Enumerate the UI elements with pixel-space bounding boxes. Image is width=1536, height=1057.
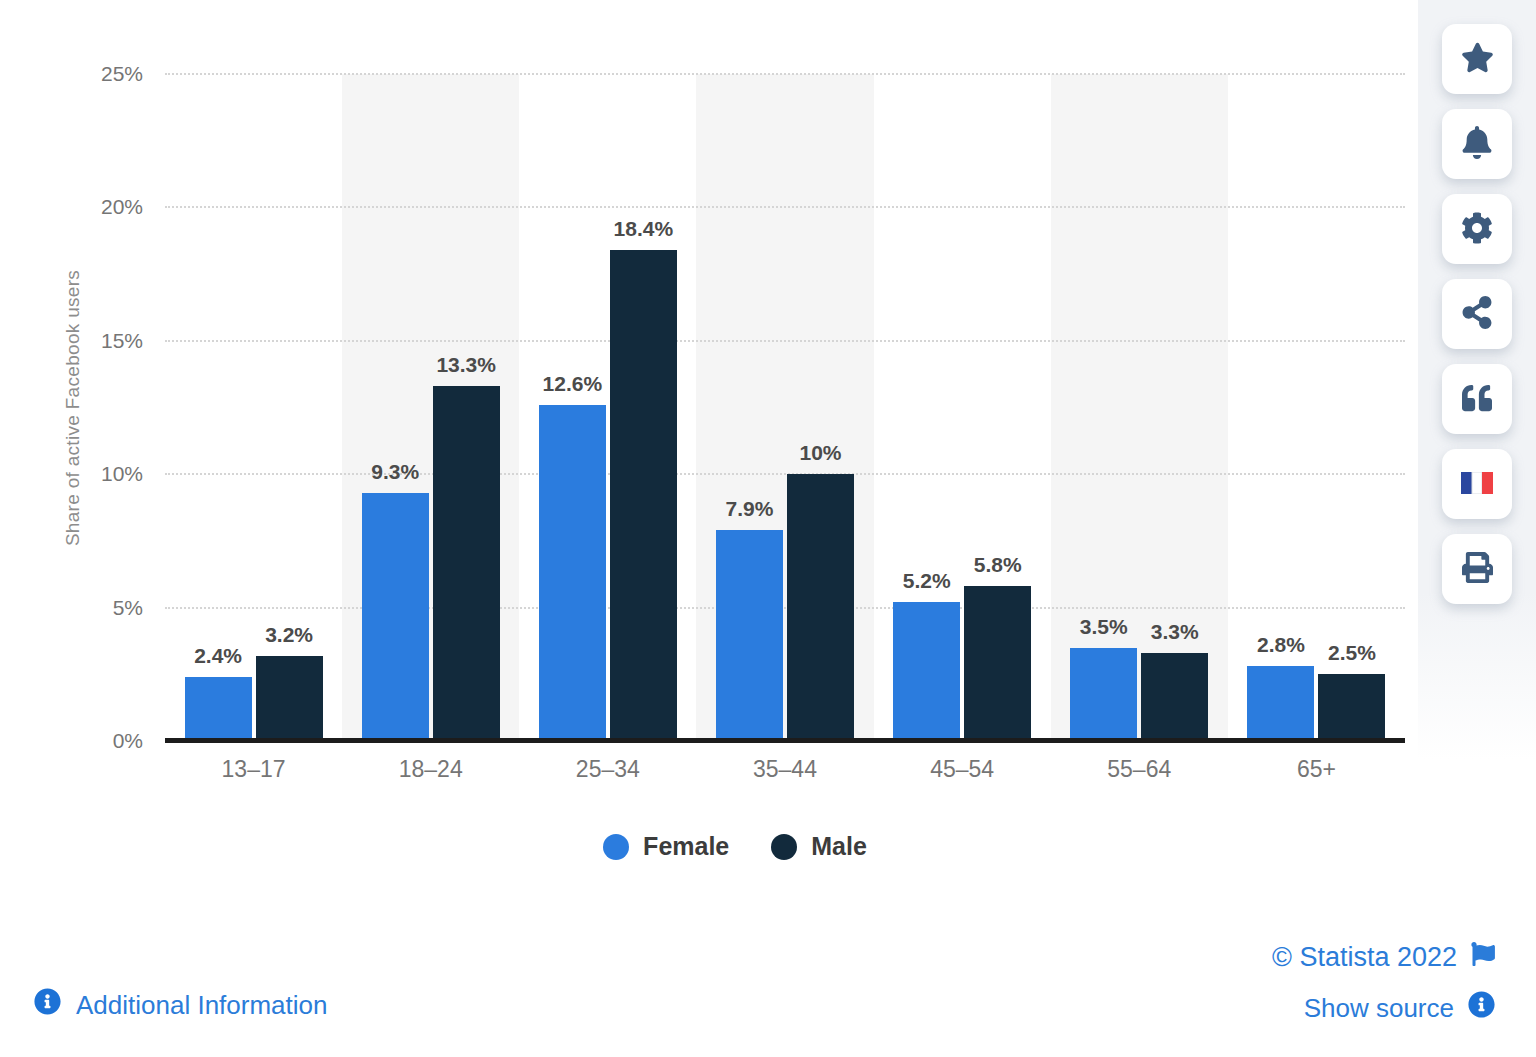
legend-item-female[interactable]: Female [603,832,729,861]
bar-male-6[interactable] [1318,674,1385,741]
toolbar-sidebar [1418,0,1536,760]
y-axis-title: Share of active Facebook users [62,208,84,608]
settings-button[interactable] [1442,194,1512,264]
legend-label: Female [643,832,729,861]
gridline [165,607,1405,609]
bar-male-5[interactable] [1141,653,1208,741]
show-source-link[interactable]: Show source [1304,991,1495,1025]
y-axis-tick-label: 15% [0,329,143,353]
print-button[interactable] [1442,534,1512,604]
share-icon [1462,296,1492,332]
bar-female-4[interactable] [893,602,960,741]
gridline [165,73,1405,75]
chart-area: Share of active Facebook users 2.4%9.3%1… [0,0,1424,920]
bar-value-label: 10% [756,441,886,465]
legend: Female Male [165,832,1305,861]
plot-area: 2.4%9.3%12.6%7.9%5.2%3.5%2.8%3.2%13.3%18… [165,74,1405,741]
alerts-button[interactable] [1442,109,1512,179]
quote-icon [1462,383,1492,416]
printer-icon [1462,552,1493,586]
legend-label: Male [811,832,867,861]
x-axis-category-label: 18–24 [342,756,519,783]
favorite-button[interactable] [1442,24,1512,94]
copyright-label: © Statista 2022 [1272,942,1457,973]
bell-icon [1462,126,1492,162]
x-axis-category-label: 55–64 [1051,756,1228,783]
french-flag-icon [1461,472,1493,497]
y-axis-tick-label: 25% [0,62,143,86]
legend-item-male[interactable]: Male [771,832,867,861]
bar-female-2[interactable] [539,405,606,741]
y-axis-tick-label: 20% [0,195,143,219]
bar-female-6[interactable] [1247,666,1314,741]
flag-icon [1471,941,1495,974]
cite-button[interactable] [1442,364,1512,434]
y-axis-tick-label: 0% [0,729,143,753]
bar-female-5[interactable] [1070,648,1137,741]
y-axis-tick-label: 10% [0,462,143,486]
show-source-label: Show source [1304,993,1454,1024]
bar-value-label: 18.4% [578,217,708,241]
statista-copyright-link[interactable]: © Statista 2022 [1272,941,1495,974]
x-axis-category-label: 13–17 [165,756,342,783]
legend-dot-icon [603,834,629,860]
x-axis-category-label: 25–34 [519,756,696,783]
x-axis-category-label: 35–44 [696,756,873,783]
bar-female-0[interactable] [185,677,252,741]
additional-information-link[interactable]: Additional Information [34,988,327,1022]
gridline [165,340,1405,342]
bar-female-3[interactable] [716,530,783,741]
gear-icon [1461,212,1493,247]
bar-female-1[interactable] [362,493,429,741]
bar-male-4[interactable] [964,586,1031,741]
x-axis-category-label: 45–54 [874,756,1051,783]
bar-value-label: 2.5% [1287,641,1417,665]
bar-male-1[interactable] [433,386,500,741]
bar-value-label: 13.3% [401,353,531,377]
language-french-button[interactable] [1442,449,1512,519]
x-axis-category-label: 65+ [1228,756,1405,783]
bar-male-3[interactable] [787,474,854,741]
bar-value-label: 3.2% [224,623,354,647]
bar-value-label: 5.8% [933,553,1063,577]
star-icon [1461,41,1494,77]
x-axis-line [165,738,1405,743]
info-circle-icon [1468,991,1495,1025]
bar-male-0[interactable] [256,656,323,741]
bar-male-2[interactable] [610,250,677,741]
bar-value-label: 3.3% [1110,620,1240,644]
y-axis-tick-label: 5% [0,596,143,620]
additional-information-label: Additional Information [76,990,327,1021]
share-button[interactable] [1442,279,1512,349]
legend-dot-icon [771,834,797,860]
info-circle-icon [34,988,61,1022]
gridline [165,206,1405,208]
